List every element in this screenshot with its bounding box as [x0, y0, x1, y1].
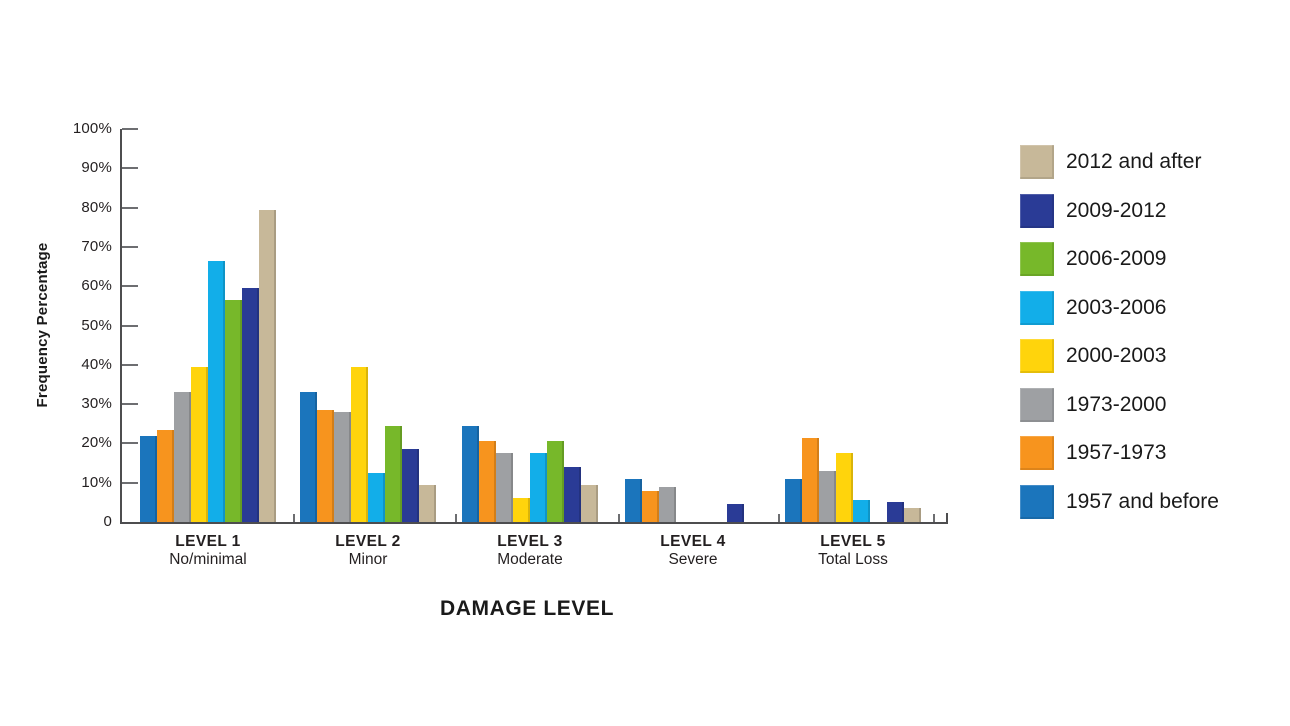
category-label-4: LEVEL 4 Severe	[608, 533, 778, 569]
category-desc-text: No/minimal	[169, 551, 247, 568]
bar	[300, 392, 317, 522]
legend-swatch-2012-and-after	[1020, 145, 1054, 179]
y-tick-30	[122, 403, 138, 406]
category-label-1: LEVEL 1 No/minimal	[123, 533, 293, 569]
bar	[157, 430, 174, 522]
bar	[642, 491, 659, 522]
y-tick-label-90: 90%	[81, 159, 112, 177]
bar	[140, 436, 157, 522]
y-tick-60	[122, 285, 138, 288]
bar	[191, 367, 208, 522]
y-tick-label-40: 40%	[81, 355, 112, 373]
category-level-text: LEVEL 5	[820, 533, 886, 550]
bar	[727, 504, 744, 522]
category-label-5: LEVEL 5 Total Loss	[768, 533, 938, 569]
x-gap-tick-5	[933, 514, 935, 522]
bar	[802, 438, 819, 522]
legend-swatch-1973-2000	[1020, 388, 1054, 422]
x-axis-line	[120, 522, 948, 524]
bar	[904, 508, 921, 522]
bar	[785, 479, 802, 522]
category-desc-text: Moderate	[497, 551, 563, 568]
bar	[259, 210, 276, 522]
x-axis-title: DAMAGE LEVEL	[439, 597, 615, 620]
legend-swatch-2003-2006	[1020, 291, 1054, 325]
bar	[496, 453, 513, 522]
legend-swatch-2000-2003	[1020, 339, 1054, 373]
legend-swatch-1957-1973	[1020, 436, 1054, 470]
category-desc-text: Severe	[668, 551, 718, 568]
legend-label: 1973-2000	[1066, 393, 1167, 416]
bar	[174, 392, 191, 522]
y-tick-label-80: 80%	[81, 198, 112, 216]
legend-swatch-1957-and-before	[1020, 485, 1054, 519]
y-tick-90	[122, 167, 138, 170]
bar	[208, 261, 225, 522]
bar	[462, 426, 479, 522]
legend-label: 2000-2003	[1066, 344, 1167, 367]
y-tick-40	[122, 363, 138, 366]
bar	[836, 453, 853, 522]
x-gap-tick-3	[618, 514, 620, 522]
bar	[225, 300, 242, 522]
bar	[351, 367, 368, 522]
x-axis-end-tick	[946, 513, 948, 522]
bar	[581, 485, 598, 522]
bar	[625, 479, 642, 522]
category-label-2: LEVEL 2 Minor	[283, 533, 453, 569]
bar	[385, 426, 402, 522]
legend-label: 2012 and after	[1066, 150, 1202, 173]
bar	[479, 441, 496, 522]
bar	[564, 467, 581, 522]
bar	[853, 500, 870, 522]
x-gap-tick-4	[778, 514, 780, 522]
legend-label: 2006-2009	[1066, 247, 1167, 270]
y-tick-label-60: 60%	[81, 277, 112, 295]
bar	[547, 441, 564, 522]
y-tick-10	[122, 481, 138, 484]
bar	[513, 498, 530, 522]
bar	[530, 453, 547, 522]
y-tick-50	[122, 324, 138, 327]
legend-label: 1957-1973	[1066, 441, 1167, 464]
category-label-3: LEVEL 3 Moderate	[445, 533, 615, 569]
bar	[659, 487, 676, 522]
x-gap-tick-2	[455, 514, 457, 522]
bar	[368, 473, 385, 522]
bar	[317, 410, 334, 522]
legend-label: 1957 and before	[1066, 490, 1219, 513]
bar	[334, 412, 351, 522]
category-desc-text: Total Loss	[818, 551, 888, 568]
legend-label: 2003-2006	[1066, 296, 1167, 319]
y-tick-100	[122, 128, 138, 130]
legend-swatch-2009-2012	[1020, 194, 1054, 228]
legend-swatch-2006-2009	[1020, 242, 1054, 276]
y-tick-label-50: 50%	[81, 316, 112, 334]
category-level-text: LEVEL 2	[335, 533, 401, 550]
bar	[419, 485, 436, 522]
y-tick-label-100: 100%	[72, 120, 112, 137]
y-tick-label-70: 70%	[81, 237, 112, 255]
y-tick-80	[122, 206, 138, 209]
y-tick-20	[122, 442, 138, 445]
y-axis-line	[120, 129, 122, 524]
y-tick-label-10: 10%	[81, 473, 112, 491]
category-level-text: LEVEL 3	[497, 533, 563, 550]
bar	[887, 502, 904, 522]
y-tick-label-30: 30%	[81, 395, 112, 413]
y-tick-label-20: 20%	[81, 434, 112, 452]
legend-label: 2009-2012	[1066, 199, 1167, 222]
bar	[819, 471, 836, 522]
y-tick-70	[122, 245, 138, 248]
bar	[242, 288, 259, 522]
y-tick-label-0: 0	[103, 513, 112, 530]
x-gap-tick-1	[293, 514, 295, 522]
category-level-text: LEVEL 4	[660, 533, 726, 550]
category-desc-text: Minor	[348, 551, 388, 568]
category-level-text: LEVEL 1	[175, 533, 241, 550]
bar	[402, 449, 419, 522]
